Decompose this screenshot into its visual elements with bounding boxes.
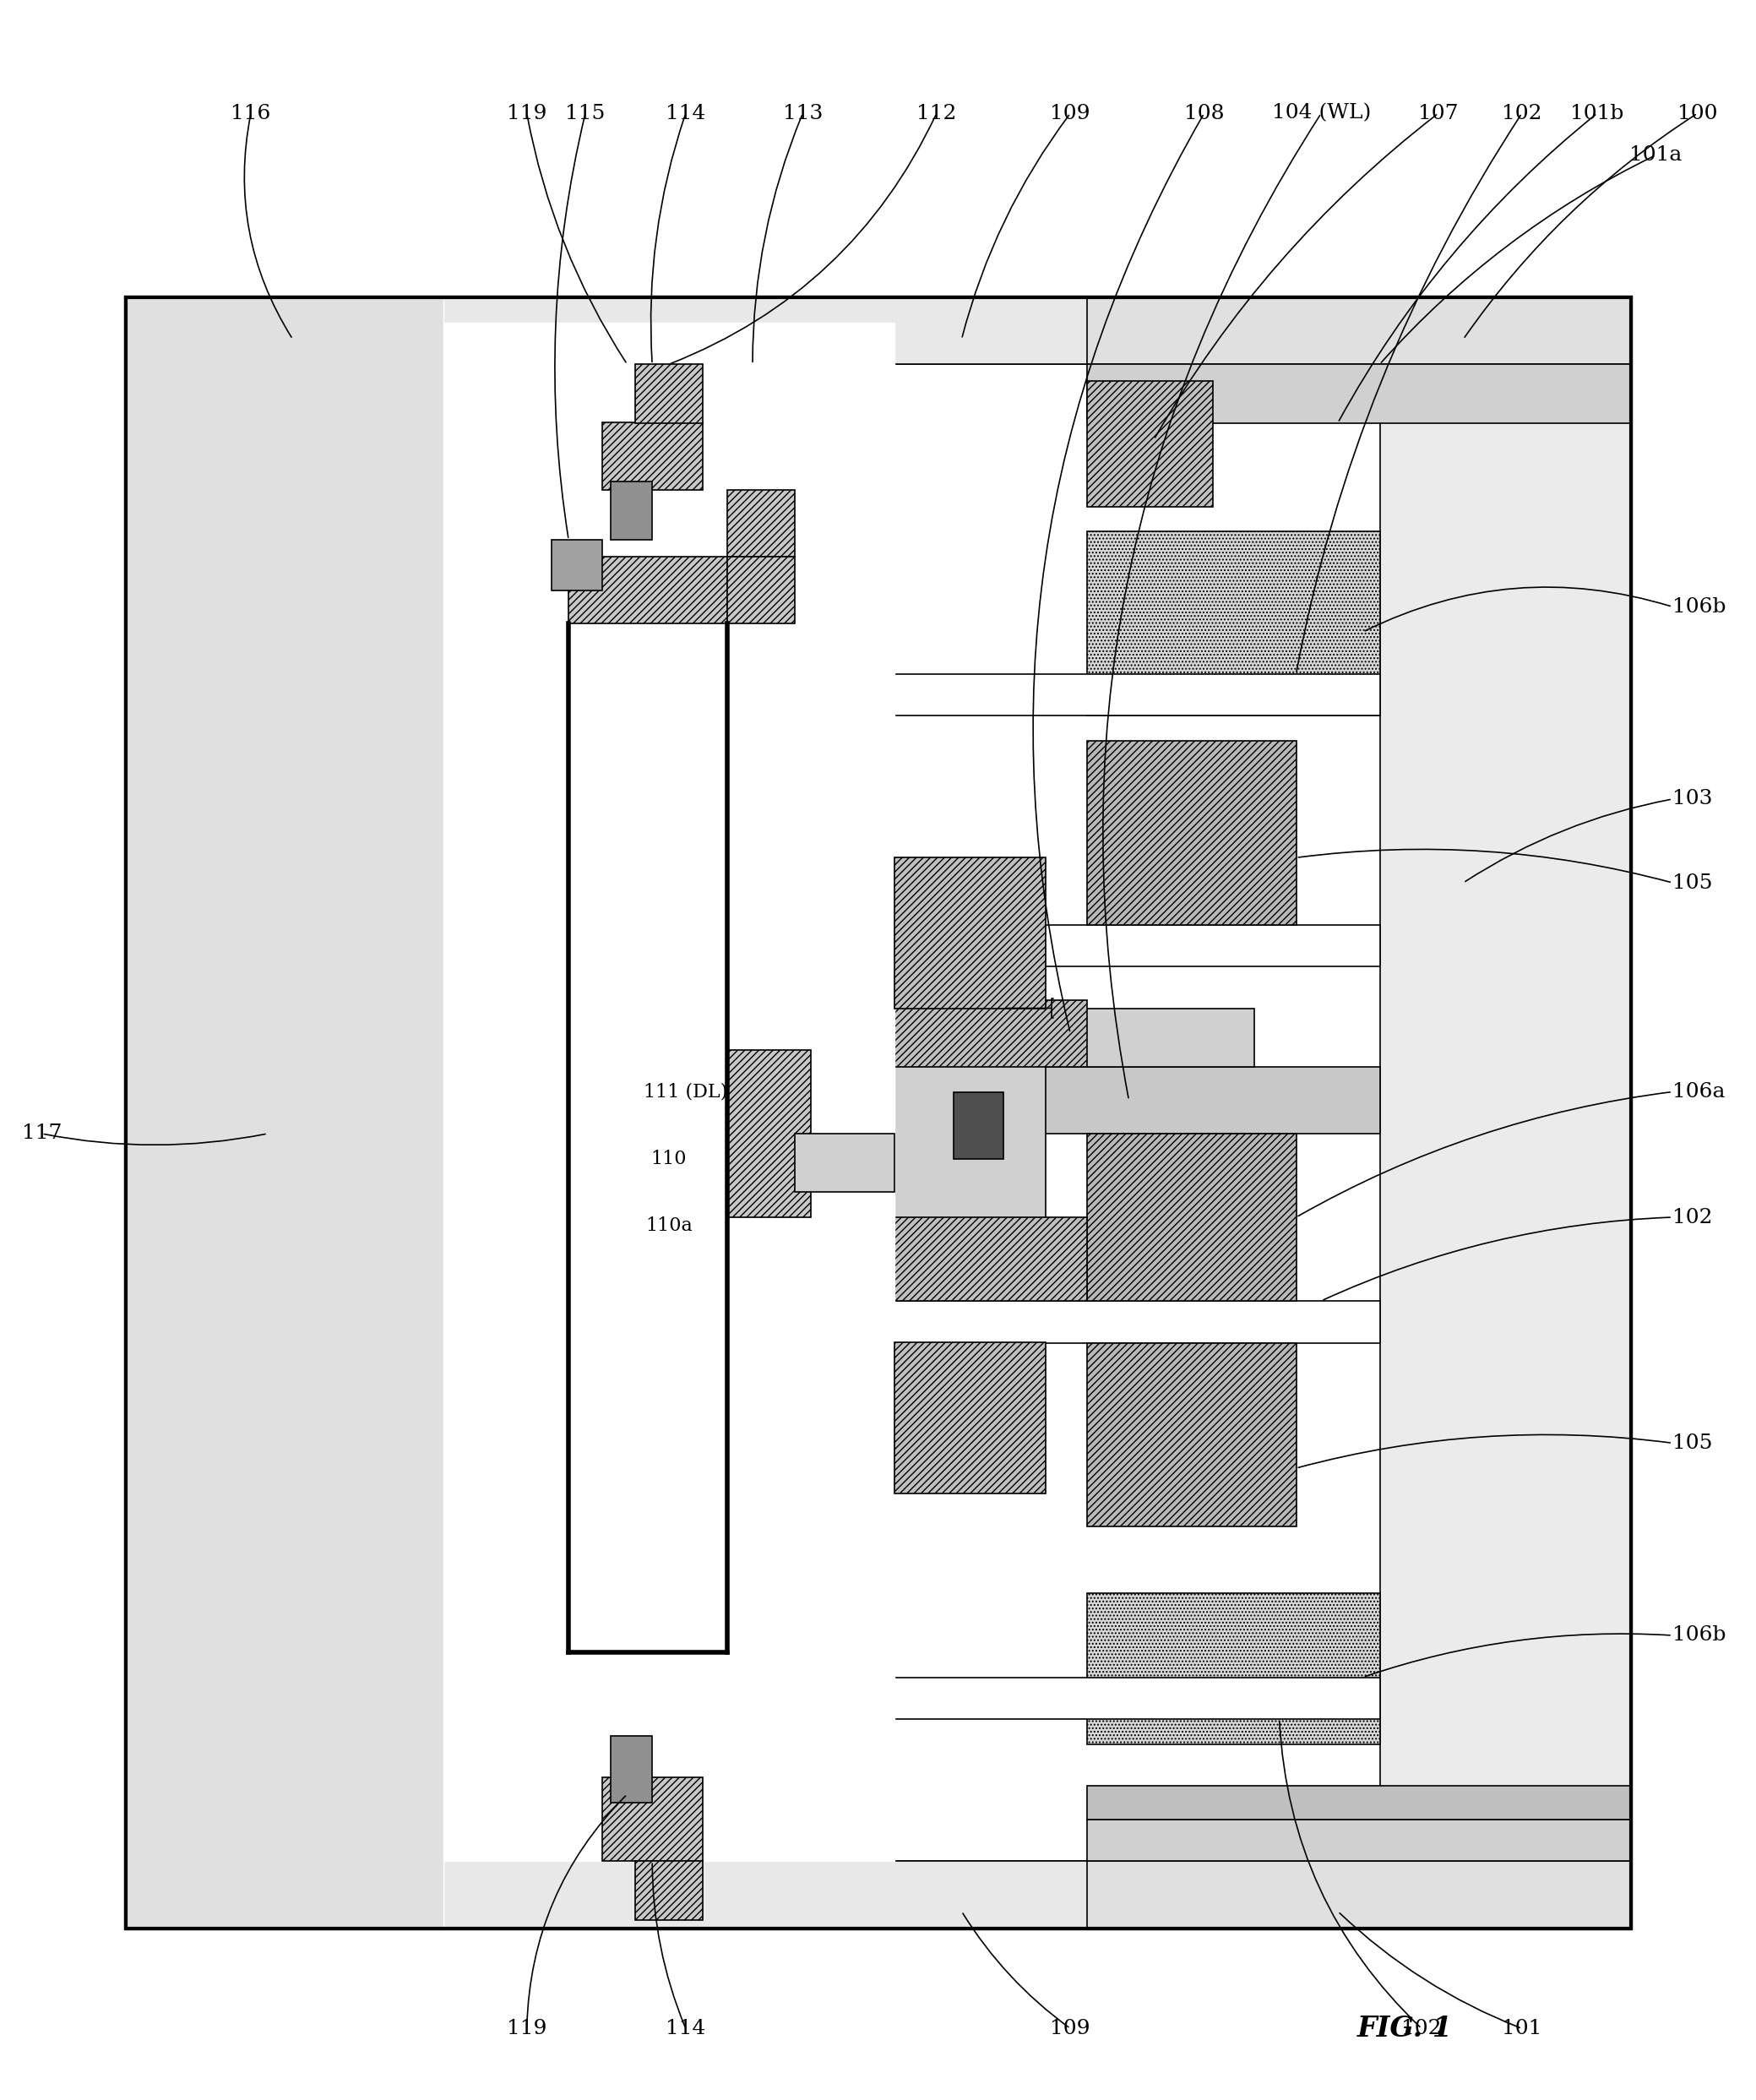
Bar — [878, 1008, 1254, 1067]
Bar — [1087, 531, 1380, 716]
Bar — [125, 1861, 1631, 1928]
Bar — [954, 1092, 1003, 1159]
Text: 102: 102 — [1401, 2018, 1442, 2039]
Bar — [502, 489, 794, 556]
Bar — [125, 298, 443, 1928]
Bar — [1087, 1861, 1631, 1928]
Bar — [878, 363, 1422, 1861]
Bar — [896, 1342, 1045, 1493]
Bar — [443, 323, 896, 1861]
Bar — [569, 556, 727, 624]
Text: 102: 102 — [1672, 1207, 1712, 1226]
Bar — [636, 363, 702, 422]
Text: 105: 105 — [1672, 874, 1712, 892]
Bar — [551, 540, 602, 590]
Text: 100: 100 — [1677, 103, 1717, 124]
Text: 110: 110 — [651, 1149, 687, 1168]
Text: 112: 112 — [917, 103, 957, 124]
Bar — [1087, 380, 1212, 506]
Text: 111 (DL): 111 (DL) — [644, 1082, 727, 1100]
Bar — [878, 1067, 1380, 1134]
Text: 101a: 101a — [1630, 145, 1682, 166]
Bar — [443, 340, 878, 1861]
Bar — [509, 489, 811, 1703]
Text: 106a: 106a — [1672, 1082, 1724, 1102]
Bar — [125, 298, 1631, 1928]
Text: 114: 114 — [666, 2018, 706, 2039]
Bar — [560, 472, 760, 556]
Bar — [502, 489, 794, 1720]
Bar — [602, 1777, 702, 1861]
Bar — [878, 1678, 1380, 1720]
Text: 109: 109 — [1050, 103, 1090, 124]
Bar — [1087, 1819, 1631, 1861]
Bar — [1087, 741, 1296, 924]
Bar — [611, 1737, 651, 1802]
Text: 101: 101 — [1501, 2018, 1542, 2039]
Bar — [1087, 1594, 1380, 1745]
Bar — [794, 1134, 896, 1193]
Text: 105: 105 — [1672, 1434, 1712, 1453]
Bar — [636, 1861, 702, 1919]
Text: 101b: 101b — [1570, 103, 1624, 124]
Bar — [727, 489, 794, 1720]
Bar — [602, 422, 702, 489]
Text: 103: 103 — [1672, 790, 1712, 808]
Text: 119: 119 — [507, 103, 546, 124]
Text: 109: 109 — [1050, 2018, 1090, 2039]
Bar — [544, 548, 778, 1636]
Bar — [125, 298, 418, 1928]
Text: 113: 113 — [783, 103, 824, 124]
Bar — [502, 1653, 794, 1720]
Bar — [878, 674, 1380, 716]
Bar — [502, 489, 569, 1720]
Bar — [878, 1300, 1380, 1342]
Text: 102: 102 — [1501, 103, 1542, 124]
Text: 116: 116 — [230, 103, 270, 124]
Bar — [1087, 1342, 1296, 1527]
Text: 108: 108 — [1184, 103, 1224, 124]
Text: 107: 107 — [1419, 103, 1457, 124]
Bar — [125, 298, 1631, 363]
Bar — [794, 1000, 1087, 1067]
Bar — [418, 363, 878, 1861]
Bar — [794, 1218, 1087, 1300]
Bar — [125, 298, 1631, 1928]
Text: 119: 119 — [507, 2018, 546, 2039]
Bar — [896, 1016, 1045, 1252]
Bar — [1087, 363, 1631, 422]
Text: 110a: 110a — [646, 1216, 692, 1235]
Text: 104 (WL): 104 (WL) — [1271, 103, 1371, 124]
Text: 115: 115 — [565, 103, 606, 124]
Bar — [611, 481, 651, 540]
Text: FIG. 1: FIG. 1 — [1357, 2014, 1452, 2043]
Text: 106b: 106b — [1672, 1625, 1726, 1644]
Bar — [569, 624, 727, 1653]
Text: 117: 117 — [21, 1124, 61, 1142]
Bar — [125, 298, 1631, 1928]
Bar — [878, 924, 1380, 966]
Bar — [1087, 1134, 1296, 1300]
Text: 106b: 106b — [1672, 596, 1726, 617]
Bar — [1087, 298, 1631, 363]
Bar — [896, 857, 1045, 1008]
Text: 114: 114 — [666, 103, 706, 124]
Bar — [727, 556, 794, 624]
Bar — [125, 298, 443, 1928]
Bar — [578, 582, 720, 632]
Bar — [727, 1050, 811, 1218]
Bar — [727, 489, 794, 556]
Bar — [1380, 363, 1631, 1861]
Bar — [1087, 1785, 1631, 1819]
